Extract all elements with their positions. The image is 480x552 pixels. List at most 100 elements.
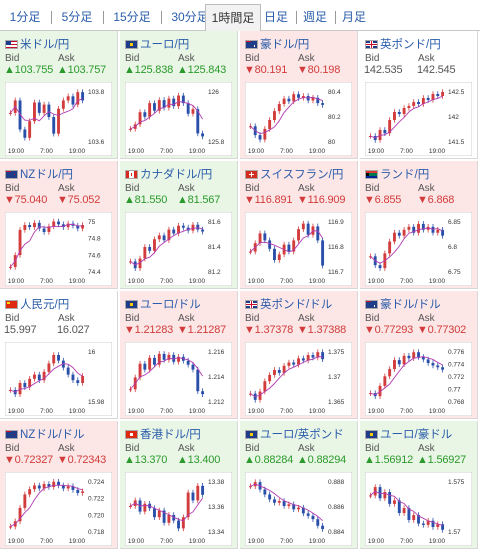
candle-body — [23, 129, 27, 138]
pair-title-link[interactable]: ユーロ/英ポンド — [245, 426, 344, 441]
currency-pair-card[interactable]: ユーロ/円 Bid Ask ▲125.838 ▲125.843 126 125.8 19:00… — [120, 31, 238, 159]
ask-value: ▲81.567 — [177, 194, 221, 206]
candle-body — [128, 128, 132, 130]
x-tick-label: 7:00 — [40, 538, 53, 545]
pair-title-link[interactable]: 豪ドル/ドル — [365, 296, 441, 311]
candle-body — [23, 383, 27, 388]
tab-1hour[interactable]: 1時間足 — [205, 4, 261, 31]
candle-body — [316, 519, 320, 526]
ask-value: ▼0.72343 — [57, 454, 107, 466]
pair-title-link[interactable]: ユーロ/ドル — [125, 296, 201, 311]
candle-body — [23, 494, 27, 508]
tab-15min[interactable]: 15分足 — [113, 10, 151, 24]
currency-pair-card[interactable]: 豪ドル/ドル Bid Ask ▼0.77293 ▼0.77302 0.776 0.774 0.… — [360, 291, 478, 419]
tab-1min[interactable]: 1分足 — [9, 10, 41, 24]
pair-title-link[interactable]: ユーロ/豪ドル — [365, 426, 452, 441]
currency-pair-card[interactable]: 香港ドル/円 Bid Ask ▲13.370 ▲13.400 13.38 13.36 13.3… — [120, 421, 238, 549]
candle-body — [8, 112, 12, 114]
pair-title-link[interactable]: 香港ドル/円 — [125, 426, 201, 441]
pair-title-link[interactable]: ランド/円 — [365, 166, 429, 181]
candle-body — [426, 359, 430, 364]
candle-body — [273, 369, 276, 375]
y-tick-label: 80.4 — [328, 89, 341, 96]
moving-average-line — [370, 95, 443, 139]
pair-name: NZドル/ドル — [20, 429, 85, 441]
candle-body — [268, 120, 272, 129]
cn-flag-icon — [5, 300, 18, 309]
ask-value: ▲13.400 — [177, 454, 221, 466]
candle-body — [18, 383, 22, 395]
nz-flag-icon — [5, 430, 18, 439]
candle-body — [37, 374, 41, 381]
tab-monthly[interactable]: 月足 — [341, 10, 366, 24]
y-tick-label: 0.720 — [88, 512, 105, 519]
candle-body — [8, 267, 12, 268]
pair-title-link[interactable]: 英ポンド/円 — [365, 36, 441, 51]
moving-average-line — [130, 497, 203, 522]
candle-body — [138, 258, 142, 269]
candle-body — [177, 520, 180, 529]
x-tick-label: 19:00 — [69, 278, 86, 285]
currency-pair-card[interactable]: ユーロ/豪ドル Bid Ask ▲1.56912 ▲1.56927 1.575 1.57 19… — [360, 421, 478, 549]
tab-5min[interactable]: 5分足 — [61, 10, 93, 24]
x-tick-label: 7:00 — [160, 538, 173, 545]
ask-label: Ask — [418, 183, 435, 194]
currency-pair-card[interactable]: 人民元/円 Bid Ask 15.997 16.027 16 15.98 19:00 7:00 1… — [0, 291, 118, 419]
eu-flag-icon — [125, 300, 138, 309]
candle-body — [441, 367, 445, 370]
pair-title-link[interactable]: 英ポンド/ドル — [245, 296, 332, 311]
candle-body — [301, 223, 305, 230]
pair-title-link[interactable]: 米ドル/円 — [5, 36, 69, 51]
candle-body — [417, 515, 420, 524]
pair-title-link[interactable]: 豪ドル/円 — [245, 36, 309, 51]
tab-30min[interactable]: 30分足 — [171, 10, 209, 24]
candle-body — [196, 485, 200, 501]
pair-title-link[interactable]: ユーロ/円 — [125, 36, 189, 51]
candle-body — [426, 98, 430, 100]
currency-pair-card[interactable]: ランド/円 Bid Ask ▼6.855 ▼6.868 6.85 6.8 6.75 19:00 7… — [360, 161, 478, 289]
currency-pair-card[interactable]: 豪ドル/円 Bid Ask ▼80.191 ▼80.198 80.4 80.2 80 19:00… — [240, 31, 358, 159]
candle-body — [431, 520, 435, 527]
moving-average-line — [370, 490, 443, 526]
y-tick-label: 0.718 — [88, 529, 105, 536]
pair-title-link[interactable]: NZドル/ドル — [5, 426, 85, 441]
candle-body — [191, 224, 195, 231]
y-tick-label: 1.216 — [208, 349, 225, 356]
candle-body — [23, 225, 27, 230]
pair-title-link[interactable]: 人民元/円 — [5, 296, 69, 311]
y-tick-label: 1.365 — [328, 399, 345, 406]
moving-average-line — [10, 223, 83, 268]
currency-pair-card[interactable]: ユーロ/ドル Bid Ask ▼1.21283 ▼1.21287 1.216 1.214 1.… — [120, 291, 238, 419]
currency-pair-card[interactable]: NZドル/円 Bid Ask ▼75.040 ▼75.052 75 74.8 74.6 74.4… — [0, 161, 118, 289]
currency-pair-card[interactable]: カナダドル/円 Bid Ask ▲81.550 ▲81.567 81.6 81.4 81.2 1… — [120, 161, 238, 289]
ask-label: Ask — [418, 53, 435, 64]
candle-body — [311, 97, 315, 101]
currency-pair-card[interactable]: 米ドル/円 Bid Ask ▲103.755 ▲103.757 103.8 103.6 19:… — [0, 31, 118, 159]
x-tick-label: 19:00 — [128, 278, 145, 285]
y-tick-label: 125.8 — [208, 139, 225, 146]
x-tick-label: 19:00 — [248, 538, 265, 545]
y-tick-label: 0.77 — [448, 387, 461, 394]
candle-body — [263, 381, 267, 392]
tab-daily[interactable]: 日足 — [263, 10, 288, 24]
currency-pair-card[interactable]: 英ポンド/円 Bid Ask 142.535 142.545 142.5 142 141.5 1… — [360, 31, 478, 159]
pair-title-link[interactable]: スイスフラン/円 — [245, 166, 343, 181]
currency-pair-card[interactable]: スイスフラン/円 Bid Ask ▼116.891 ▼116.909 116.9 116.8… — [240, 161, 358, 289]
candle-body — [153, 103, 156, 111]
y-tick-label: 13.38 — [208, 479, 225, 486]
tab-weekly[interactable]: 週足 — [302, 10, 327, 24]
pair-title-link[interactable]: カナダドル/円 — [125, 166, 212, 181]
currency-pair-card[interactable]: NZドル/ドル Bid Ask ▼0.72327 ▼0.72343 0.724 0.722 0… — [0, 421, 118, 549]
pair-title-link[interactable]: NZドル/円 — [5, 166, 73, 181]
candle-body — [368, 393, 372, 395]
candle-body — [412, 226, 416, 233]
candle-body — [47, 104, 51, 118]
bid-label: Bid — [5, 53, 20, 64]
currency-pair-card[interactable]: 英ポンド/ドル Bid Ask ▼1.37378 ▼1.37388 1.375 1.37 1.… — [240, 291, 358, 419]
moving-average-line — [250, 356, 323, 398]
candle-body — [311, 515, 315, 520]
currency-pair-card[interactable]: ユーロ/英ポンド Bid Ask ▲0.88284 ▲0.88294 0.888 0.886… — [240, 421, 358, 549]
y-tick-label: 103.8 — [88, 89, 105, 96]
